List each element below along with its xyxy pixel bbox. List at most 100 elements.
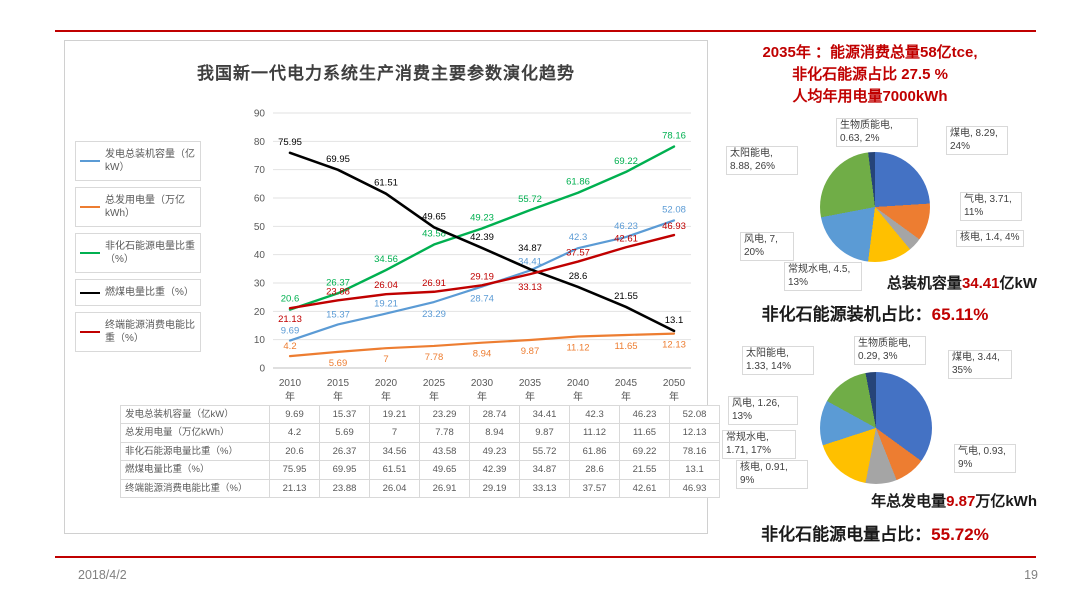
stat-value: 65.11% (931, 305, 989, 324)
svg-text:8.94: 8.94 (473, 349, 492, 360)
svg-text:61.86: 61.86 (566, 177, 590, 188)
bottom-divider (55, 556, 1036, 558)
legend-item: 非化石能源电量比重（%） (75, 233, 201, 273)
table-cell: 61.51 (369, 460, 420, 480)
svg-text:34.87: 34.87 (518, 243, 542, 254)
svg-text:29.19: 29.19 (470, 271, 494, 282)
caption-suffix: 亿kW (999, 275, 1037, 292)
pie-label: 常规水电, 4.5, 13% (784, 262, 862, 291)
table-row-label: 发电总装机容量（亿kW） (120, 404, 270, 425)
data-table: 发电总装机容量（亿kW） 9.69 15.37 19.21 23.29 28.74 34.4… (120, 404, 720, 498)
footer-date: 2018/4/2 (78, 568, 127, 582)
table-row-label: 非化石能源电量比重（%） (120, 441, 270, 462)
svg-text:34.41: 34.41 (518, 257, 542, 268)
svg-text:78.16: 78.16 (662, 131, 686, 142)
headline-line: 人均年用电量7000kWh (792, 87, 948, 105)
headline-line: 2035年 ：能源消费总量58亿tce, (762, 44, 978, 61)
legend-line-swatch (80, 291, 100, 294)
svg-text:69.22: 69.22 (614, 156, 638, 167)
svg-text:23.88: 23.88 (326, 286, 350, 297)
svg-text:2025: 2025 (423, 378, 446, 389)
caption-prefix: 年总发电量 (871, 493, 947, 510)
svg-text:9.87: 9.87 (521, 346, 540, 357)
svg-text:2030: 2030 (471, 378, 494, 389)
table-cell: 52.08 (669, 404, 720, 425)
headline-2035: 2035年 ：能源消费总量58亿tce, 非化石能源占比 27.5 % 人均年用… (705, 42, 1035, 107)
table-cell: 12.13 (669, 423, 720, 443)
pie-label: 煤电, 3.44, 35% (948, 350, 1012, 379)
svg-text:26.91: 26.91 (422, 278, 446, 289)
table-cell: 33.13 (519, 478, 570, 498)
table-cell: 26.37 (319, 441, 370, 462)
svg-text:49.23: 49.23 (470, 213, 494, 224)
table-cell: 42.61 (619, 478, 670, 498)
table-cell: 26.91 (419, 478, 470, 498)
svg-text:23.29: 23.29 (422, 309, 446, 320)
pie2-caption: 年总发电量9.87万亿kWh (715, 490, 1037, 511)
svg-text:2045: 2045 (615, 378, 638, 389)
table-cell: 19.21 (369, 404, 420, 425)
pie-label: 核电, 1.4, 4% (956, 230, 1024, 247)
table-row: 发电总装机容量（亿kW） 9.69 15.37 19.21 23.29 28.74 34.4… (120, 404, 720, 425)
svg-text:2035: 2035 (519, 378, 542, 389)
svg-text:15.37: 15.37 (326, 309, 350, 320)
caption-value: 34.41 (961, 275, 1000, 292)
svg-text:年: 年 (429, 390, 439, 403)
table-cell: 49.23 (469, 441, 520, 462)
table-cell: 15.37 (319, 404, 370, 425)
svg-text:52.08: 52.08 (662, 204, 686, 215)
parameter-table: 发电总装机容量（亿kW） 9.69 15.37 19.21 23.29 28.74 34.4… (120, 404, 720, 498)
svg-text:80: 80 (254, 137, 266, 148)
svg-text:年: 年 (477, 390, 487, 403)
table-cell: 7 (369, 423, 420, 443)
legend-line-swatch (80, 206, 100, 208)
svg-text:33.13: 33.13 (518, 282, 542, 293)
svg-text:61.51: 61.51 (374, 178, 398, 189)
pie-label: 风电, 1.26, 13% (728, 396, 798, 425)
page-number: 19 (1024, 568, 1038, 582)
table-cell: 46.23 (619, 404, 670, 425)
pie-label: 气电, 0.93, 9% (954, 444, 1016, 473)
legend-label: 非化石能源电量比重（%） (105, 241, 195, 265)
svg-text:28.74: 28.74 (470, 294, 494, 305)
pie-label: 太阳能电, 1.33, 14% (742, 346, 814, 375)
pie-label: 太阳能电, 8.88, 26% (726, 146, 798, 175)
svg-text:2020: 2020 (375, 378, 398, 389)
table-cell: 42.3 (569, 404, 620, 425)
table-row: 燃煤电量比重（%） 75.95 69.95 61.51 49.65 42.39 34.87 2… (120, 460, 720, 480)
svg-text:2050: 2050 (663, 378, 686, 389)
table-cell: 28.74 (469, 404, 520, 425)
table-cell: 42.39 (469, 460, 520, 480)
svg-text:11.65: 11.65 (614, 341, 637, 352)
svg-text:年: 年 (381, 390, 391, 403)
stat-value: 55.72% (931, 525, 989, 544)
pie1-stat: 非化石能源装机占比：65.11% (705, 300, 1045, 325)
table-cell: 49.65 (419, 460, 470, 480)
legend-item: 发电总装机容量（亿kW） (75, 141, 201, 181)
svg-text:28.6: 28.6 (569, 271, 588, 282)
svg-text:13.1: 13.1 (665, 315, 684, 326)
svg-text:9.69: 9.69 (281, 326, 300, 337)
svg-text:4.2: 4.2 (283, 341, 296, 352)
table-cell: 13.1 (669, 460, 720, 480)
generation-pie-chart (820, 372, 932, 484)
stat-label: 非化石能源装机占比： (761, 305, 932, 324)
chart-title: 我国新一代电力系统生产消费主要参数演化趋势 (197, 64, 575, 83)
svg-text:34.56: 34.56 (374, 254, 398, 265)
svg-text:5.69: 5.69 (329, 358, 348, 369)
pie-label: 核电, 0.91, 9% (736, 460, 808, 489)
svg-text:2040: 2040 (567, 378, 590, 389)
table-cell: 43.58 (419, 441, 470, 462)
svg-text:7: 7 (383, 354, 388, 365)
svg-text:75.95: 75.95 (278, 137, 302, 148)
table-cell: 23.88 (319, 478, 370, 498)
svg-text:21.13: 21.13 (278, 314, 302, 325)
table-cell: 7.78 (419, 423, 470, 443)
legend-line-swatch (80, 160, 100, 162)
svg-text:60: 60 (254, 194, 266, 205)
svg-text:年: 年 (669, 390, 679, 403)
table-cell: 46.93 (669, 478, 720, 498)
legend-label: 发电总装机容量（亿kW） (105, 149, 195, 173)
svg-text:7.78: 7.78 (425, 352, 444, 363)
chart-panel: 我国新一代电力系统生产消费主要参数演化趋势 发电总装机容量（亿kW） 总发用电量（… (64, 40, 720, 534)
